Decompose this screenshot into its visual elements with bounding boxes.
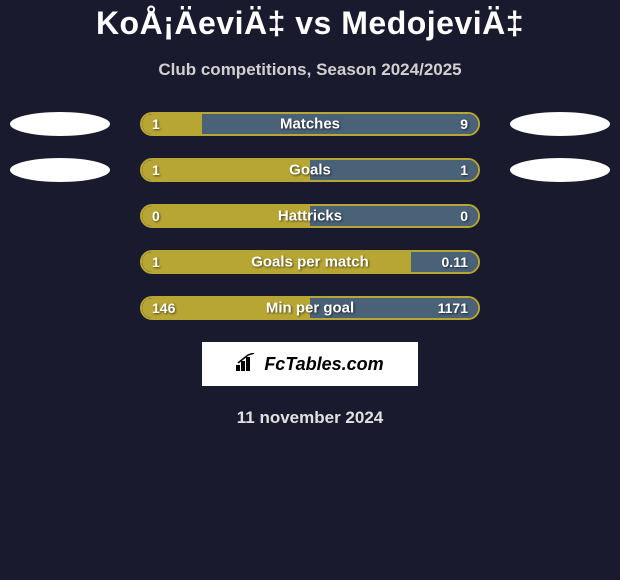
stat-value-left: 146 (152, 300, 175, 316)
stat-label: Min per goal (266, 300, 354, 317)
subtitle: Club competitions, Season 2024/2025 (0, 60, 620, 80)
stat-label: Goals per match (251, 254, 369, 271)
stat-value-left: 1 (152, 162, 160, 178)
stat-label: Goals (289, 162, 331, 179)
stat-bar: 1 Goals 1 (140, 158, 480, 182)
stat-row: 1 Goals 1 (0, 158, 620, 182)
page-title: KoÅ¡ÄeviÄ‡ vs MedojeviÄ‡ (0, 5, 620, 42)
player-mark-left (10, 112, 110, 136)
stat-value-left: 1 (152, 116, 160, 132)
bar-fill-left (142, 160, 310, 180)
stat-bar: 1 Goals per match 0.11 (140, 250, 480, 274)
stat-value-left: 0 (152, 208, 160, 224)
fctables-logo[interactable]: FcTables.com (202, 342, 418, 386)
stats-rows: 1 Matches 9 1 Goals 1 0 Hattricks 0 1 Goals per ma… (0, 112, 620, 320)
chart-icon (236, 353, 258, 376)
stat-row: 1 Goals per match 0.11 (0, 250, 620, 274)
stat-value-right: 9 (460, 116, 468, 132)
stat-row: 1 Matches 9 (0, 112, 620, 136)
player-mark-right (510, 112, 610, 136)
stat-value-right: 1 (460, 162, 468, 178)
stat-bar: 146 Min per goal 1171 (140, 296, 480, 320)
stat-bar: 0 Hattricks 0 (140, 204, 480, 228)
player-mark-right (510, 158, 610, 182)
bar-fill-right (310, 160, 478, 180)
stat-row: 0 Hattricks 0 (0, 204, 620, 228)
date-text: 11 november 2024 (0, 408, 620, 428)
stat-row: 146 Min per goal 1171 (0, 296, 620, 320)
player-mark-left (10, 158, 110, 182)
logo-text: FcTables.com (264, 354, 383, 375)
stat-value-right: 0.11 (442, 254, 468, 270)
stat-value-left: 1 (152, 254, 160, 270)
stat-value-right: 0 (460, 208, 468, 224)
bar-fill-right (202, 114, 478, 134)
stat-value-right: 1171 (438, 300, 468, 316)
stat-bar: 1 Matches 9 (140, 112, 480, 136)
stat-label: Hattricks (278, 208, 342, 225)
stat-label: Matches (280, 116, 340, 133)
comparison-widget: KoÅ¡ÄeviÄ‡ vs MedojeviÄ‡ Club competitio… (0, 0, 620, 428)
